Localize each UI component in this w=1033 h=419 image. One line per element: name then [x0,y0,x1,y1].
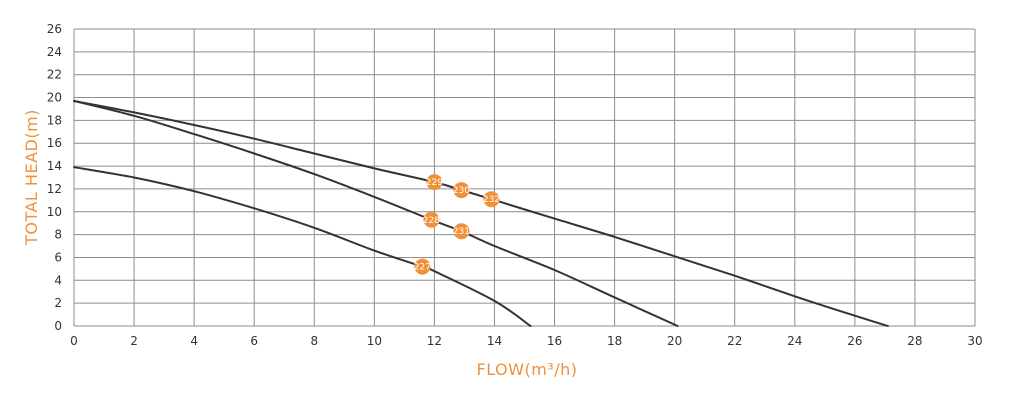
x-tick-label-10: 10 [367,334,382,348]
model-markers: 227 228 231 229 230 232 [414,174,500,275]
marker-dot-227 [414,258,431,275]
x-tick-label-30: 30 [967,334,982,348]
marker-label-229: 229 [426,178,443,188]
series-line-2 [73,100,679,327]
y-tick-label-2: 2 [54,296,62,310]
x-tick-label-22: 22 [727,334,742,348]
x-tick-label-14: 14 [487,334,502,348]
y-tick-label-20: 20 [47,91,62,105]
marker-label-228: 228 [423,216,440,226]
series-line-3 [73,100,889,327]
marker-dot-231 [453,223,470,240]
marker-label-230: 230 [453,186,470,196]
model-marker-229: 229 [426,174,443,191]
model-marker-232: 232 [483,191,500,208]
marker-dot-232 [483,191,500,208]
y-tick-label-10: 10 [47,205,62,219]
y-tick-label-4: 4 [54,273,62,287]
model-marker-230: 230 [453,182,470,199]
x-tick-label-20: 20 [667,334,682,348]
x-tick-label-4: 4 [190,334,198,348]
model-marker-231: 231 [453,223,470,240]
x-tick-label-26: 26 [847,334,862,348]
model-marker-227: 227 [414,258,431,275]
grid [73,28,976,327]
y-tick-label-22: 22 [47,68,62,82]
y-tick-label-6: 6 [54,250,62,264]
series-line-1 [73,166,532,327]
marker-label-231: 231 [453,227,470,237]
x-tick-label-24: 24 [787,334,802,348]
marker-label-227: 227 [414,263,431,273]
marker-dot-228 [423,211,440,228]
x-tick-label-18: 18 [607,334,622,348]
y-tick-label-14: 14 [47,159,62,173]
model-marker-228: 228 [423,211,440,228]
marker-label-232: 232 [483,195,500,205]
y-axis-label: TOTAL HEAD(m) [22,109,41,246]
x-tick-label-2: 2 [130,334,138,348]
marker-dot-230 [453,182,470,199]
y-tick-label-8: 8 [54,228,62,242]
x-tick-label-12: 12 [427,334,442,348]
y-tick-label-12: 12 [47,182,62,196]
x-tick-label-16: 16 [547,334,562,348]
y-tick-label-0: 0 [54,319,62,333]
x-tick-label-28: 28 [907,334,922,348]
y-tick-label-24: 24 [47,45,62,59]
x-tick-label-8: 8 [310,334,318,348]
x-tick-label-6: 6 [250,334,258,348]
marker-dot-229 [426,174,443,191]
x-tick-label-0: 0 [70,334,78,348]
curves [73,100,889,327]
x-axis-label: FLOW(m³/h) [477,360,578,379]
y-tick-label-26: 26 [47,22,62,36]
y-tick-label-18: 18 [47,113,62,127]
y-tick-label-16: 16 [47,136,62,150]
tick-labels: 0 2 4 6 8 10 12 14 16 18 20 22 24 26 28 300246810121416… [47,22,983,348]
